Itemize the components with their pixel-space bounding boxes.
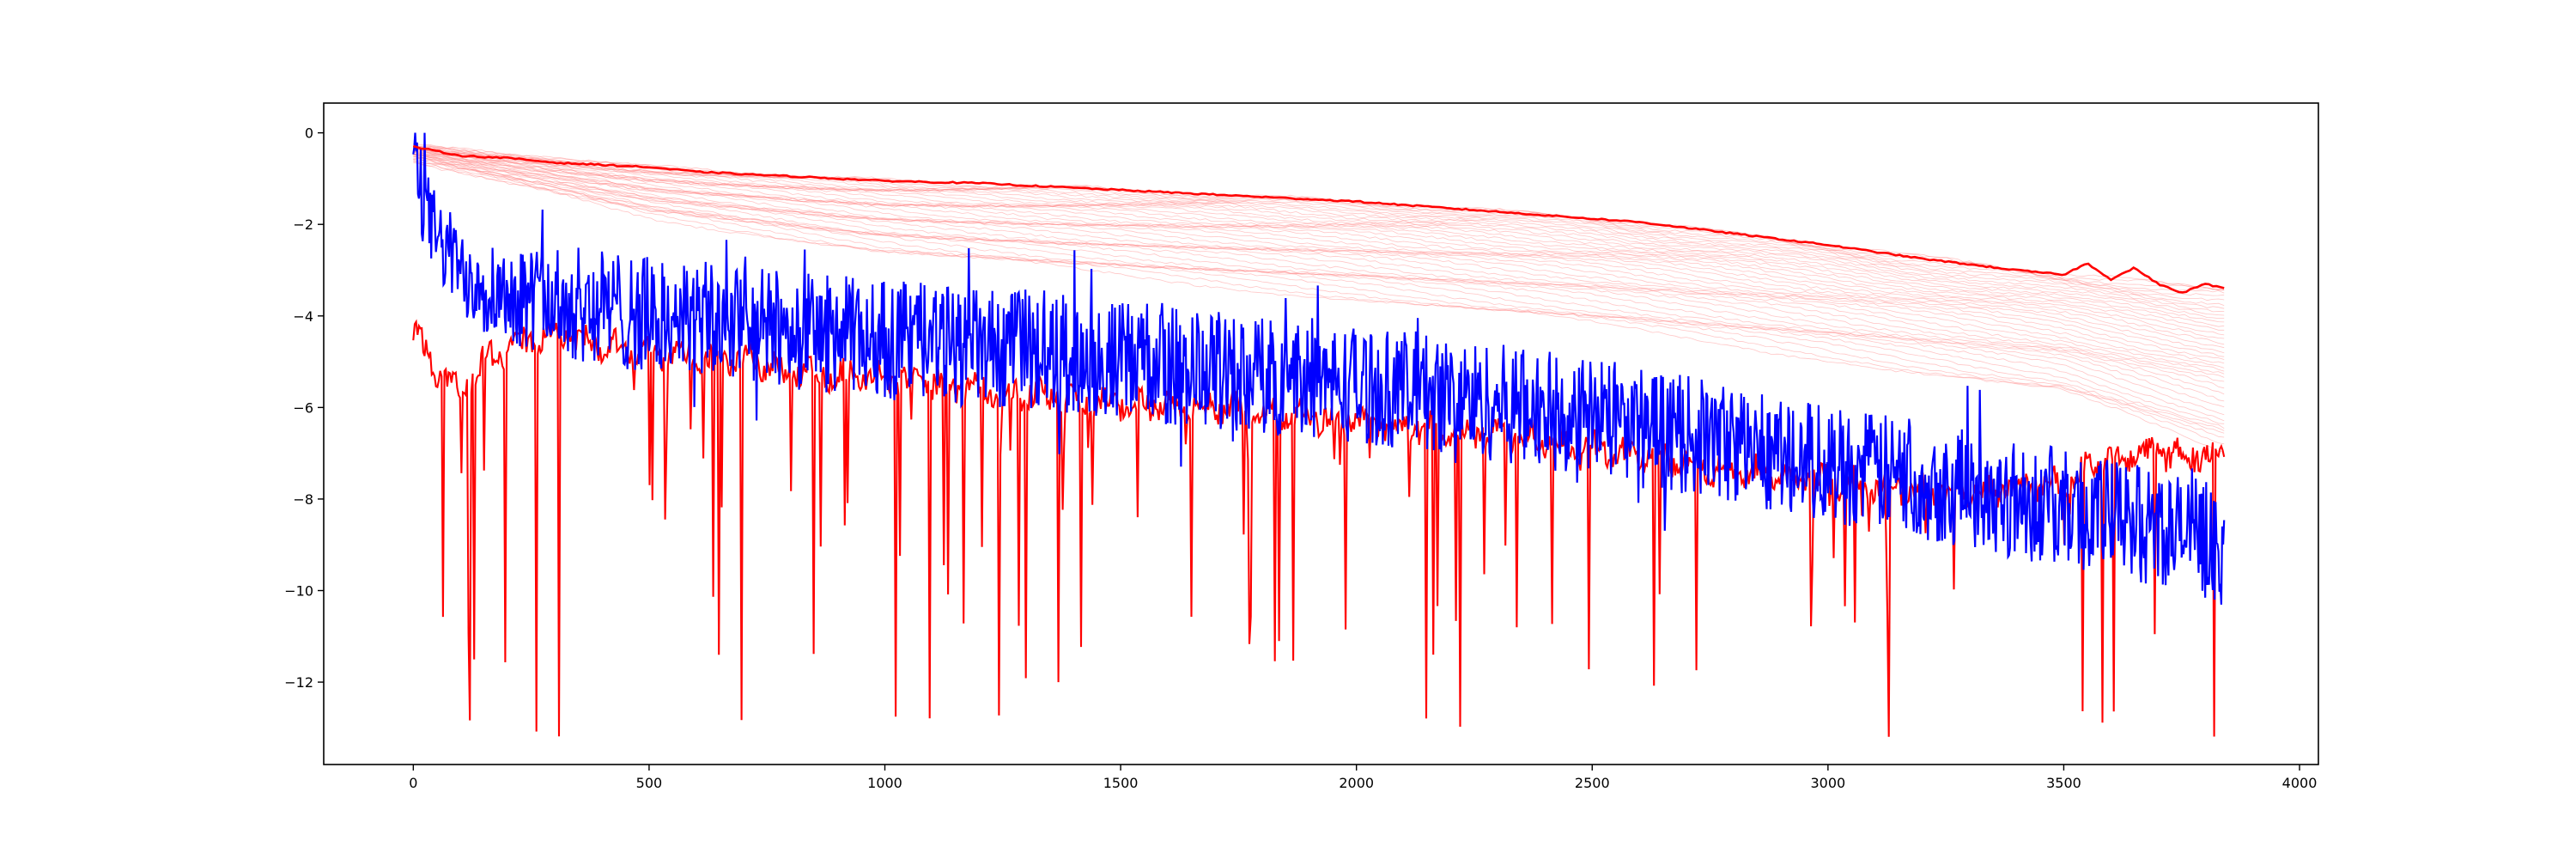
faint-red-line: [413, 154, 2225, 378]
y-tick-label: 0: [305, 125, 313, 142]
x-tick-label: 500: [636, 775, 663, 791]
faint-red-line: [413, 151, 2225, 389]
faint-red-line: [413, 155, 2225, 372]
x-axis: 0 500 1000 1500 2000 2500 3000 3500 4000: [409, 765, 2317, 791]
faint-red-line: [413, 148, 2225, 306]
y-tick-label: −2: [293, 216, 313, 233]
y-tick-label: −4: [293, 308, 313, 325]
faint-red-line: [413, 146, 2225, 316]
faint-red-line: [413, 153, 2225, 395]
blue-noisy-line: [412, 132, 2226, 605]
faint-red-line: [413, 154, 2225, 354]
plot-frame: [323, 102, 2319, 765]
y-axis: 0 −2 −4 −6 −8 −10 −12: [284, 125, 324, 691]
faint-red-line: [413, 161, 2225, 434]
faint-red-line: [413, 151, 2225, 327]
faint-red-line: [413, 150, 2225, 357]
faint-red-line: [413, 145, 2225, 313]
faint-red-line: [413, 153, 2225, 424]
faint-red-line: [413, 154, 2225, 430]
y-tick-label: −12: [284, 674, 313, 691]
faint-red-line: [413, 148, 2225, 339]
faint-red-line: [413, 158, 2225, 402]
faint-red-line: [413, 150, 2225, 345]
faint-red-line: [413, 153, 2225, 349]
faint-red-line: [413, 149, 2225, 364]
faint-red-line: [413, 153, 2225, 422]
x-tick-label: 0: [409, 775, 417, 791]
series-layer: [412, 132, 2226, 737]
faint-red-line: [413, 146, 2225, 336]
x-tick-label: 1000: [867, 775, 902, 791]
y-tick-label: −10: [284, 583, 313, 600]
faint-red-line: [413, 148, 2225, 331]
faint-red-line: [413, 152, 2225, 382]
x-tick-label: 3500: [2046, 775, 2081, 791]
red-envelope-line: [412, 144, 2225, 294]
faint-red-line: [413, 160, 2225, 431]
x-tick-label: 4000: [2282, 775, 2318, 791]
faint-red-line: [413, 151, 2225, 323]
faint-red-line: [413, 149, 2225, 302]
y-tick-label: −6: [293, 399, 313, 416]
x-tick-label: 2500: [1575, 775, 1610, 791]
faint-red-line: [413, 159, 2225, 408]
faint-red-line: [413, 157, 2225, 416]
faint-red-line: [413, 155, 2225, 375]
faint-red-line: [413, 148, 2225, 296]
x-tick-label: 1500: [1103, 775, 1139, 791]
faint-red-line: [413, 149, 2225, 360]
faint-red-line: [413, 149, 2225, 320]
x-tick-label: 3000: [1811, 775, 1846, 791]
y-tick-label: −8: [293, 491, 313, 508]
faint-red-line: [413, 153, 2225, 369]
x-tick-label: 2000: [1339, 775, 1374, 791]
